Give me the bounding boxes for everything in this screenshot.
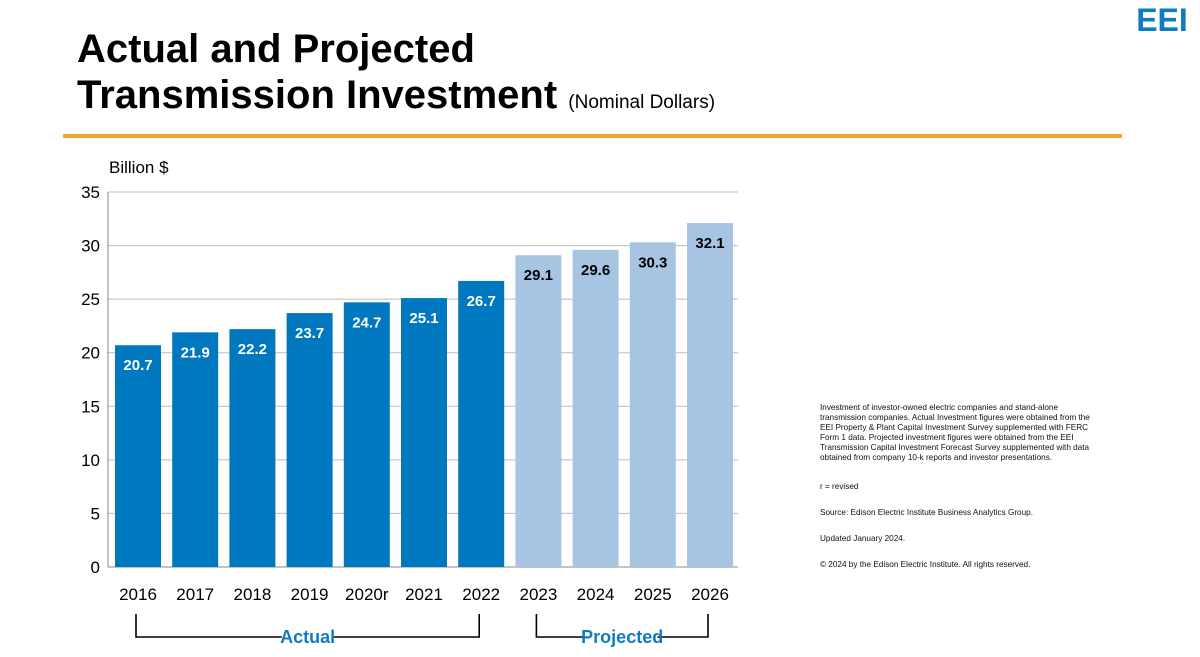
bar-2019 (286, 313, 333, 567)
data-label-2016: 20.7 (123, 357, 152, 374)
bar-2021 (401, 298, 447, 567)
y-axis-ticks: 0 5 10 15 20 25 30 35 (81, 183, 100, 577)
data-labels: 20.7 21.9 22.2 23.7 24.7 25.1 26.7 29.1 29.6 30.3… (123, 235, 724, 374)
y-tick-label: 5 (91, 504, 100, 523)
x-tick-2018: 2018 (233, 585, 271, 604)
data-label-2018: 22.2 (238, 341, 267, 358)
x-axis-ticks: 2016 2017 2018 2019 2020r 2021 2022 2023 2024 202… (119, 585, 729, 604)
x-tick-2025: 2025 (634, 585, 672, 604)
x-tick-2016: 2016 (119, 585, 157, 604)
title-line-1: Actual and Projected (77, 27, 475, 71)
data-label-2020r: 24.7 (352, 314, 381, 331)
notes-source: Source: Edison Electric Institute Busine… (820, 507, 1033, 517)
bracket-actual (135, 614, 480, 638)
bar-2016 (115, 345, 161, 567)
x-tick-2021: 2021 (405, 585, 443, 604)
logo-text: EEI (1136, 5, 1188, 34)
y-axis-label: Billion $ (109, 158, 169, 177)
bar-2017 (172, 332, 219, 567)
y-tick-label: 10 (81, 451, 100, 470)
x-tick-2017: 2017 (176, 585, 214, 604)
x-tick-2020r: 2020r (345, 585, 389, 604)
bar-2024 (572, 249, 619, 567)
data-label-2023: 29.1 (524, 267, 553, 284)
bar-2018 (229, 329, 276, 567)
data-label-2022: 26.7 (467, 293, 496, 310)
bars (115, 223, 733, 568)
y-tick-label: 0 (91, 558, 100, 577)
notes-revised: r = revised (820, 481, 859, 491)
data-label-2024: 29.6 (581, 262, 610, 279)
data-label-2017: 21.9 (181, 344, 210, 361)
bar-2026 (687, 223, 733, 568)
group-label-projected: Projected (581, 627, 663, 647)
bar-2025 (629, 242, 676, 567)
x-tick-2022: 2022 (462, 585, 500, 604)
bracket-projected (535, 614, 709, 638)
x-tick-2024: 2024 (577, 585, 615, 604)
data-label-2019: 23.7 (295, 325, 324, 342)
x-tick-2026: 2026 (691, 585, 729, 604)
bar-2020r (343, 302, 390, 567)
x-tick-2023: 2023 (519, 585, 557, 604)
header-divider (63, 134, 1122, 138)
group-brackets: Actual Projected (135, 614, 709, 647)
notes-description: Investment of investor-owned electric co… (820, 403, 1090, 463)
bar-2023 (515, 255, 562, 567)
y-tick-label: 25 (81, 290, 100, 309)
notes-copyright: © 2024 by the Edison Electric Institute.… (820, 559, 1031, 569)
notes-updated: Updated January 2024. (820, 533, 906, 543)
data-label-2025: 30.3 (638, 254, 667, 271)
data-label-2026: 32.1 (695, 235, 724, 252)
title-line-2: Transmission Investment (77, 73, 558, 117)
y-tick-label: 15 (81, 397, 100, 416)
y-tick-label: 20 (81, 344, 100, 363)
title-subtitle: (Nominal Dollars) (568, 92, 716, 113)
y-tick-label: 35 (81, 183, 100, 202)
group-label-actual: Actual (280, 627, 335, 647)
bar-2022 (458, 280, 505, 567)
eei-logo: EEI (1136, 5, 1188, 34)
y-tick-label: 30 (81, 237, 100, 256)
chart-notes: Investment of investor-owned electric co… (820, 403, 1095, 586)
x-tick-2019: 2019 (291, 585, 329, 604)
page-title: Actual and Projected Transmission Invest… (77, 26, 715, 126)
data-label-2021: 25.1 (409, 310, 438, 327)
